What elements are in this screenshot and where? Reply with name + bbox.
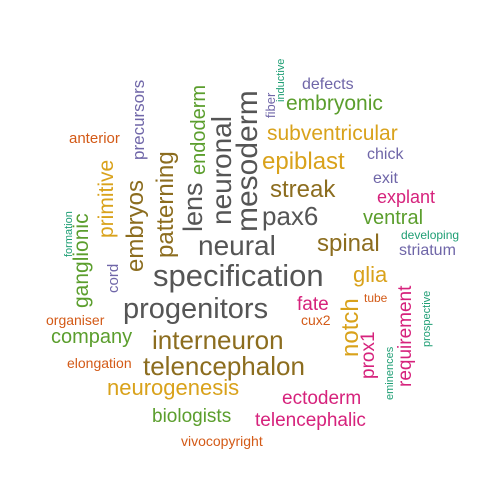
- word-exit: exit: [373, 170, 398, 187]
- word-vivocopyright: vivocopyright: [181, 433, 263, 449]
- word-fate: fate: [297, 294, 329, 315]
- word-glia: glia: [353, 262, 388, 287]
- word-biologists: biologists: [152, 406, 232, 427]
- word-streak: streak: [270, 176, 336, 203]
- word-formation: formation: [63, 211, 75, 257]
- word-explant: explant: [377, 187, 436, 207]
- word-prospective: prospective: [421, 290, 433, 347]
- word-requirement: requirement: [395, 285, 416, 387]
- word-epiblast: epiblast: [262, 148, 345, 175]
- word-defects: defects: [302, 76, 354, 93]
- word-chick: chick: [367, 146, 404, 163]
- word-primitive: primitive: [95, 159, 118, 238]
- word-precursors: precursors: [129, 79, 148, 160]
- word-specification: specification: [153, 258, 324, 293]
- word-embryos: embryos: [122, 179, 149, 272]
- word-ventral: ventral: [363, 207, 424, 229]
- word-spinal: spinal: [317, 230, 380, 257]
- word-company: company: [51, 326, 133, 348]
- word-cux2: cux2: [301, 312, 331, 328]
- word-interneuron: interneuron: [152, 325, 284, 355]
- word-telencephalon: telencephalon: [143, 351, 305, 381]
- word-inductive: inductive: [275, 58, 287, 102]
- word-patterning: patterning: [152, 151, 179, 258]
- word-endoderm: endoderm: [188, 84, 210, 175]
- word-lens: lens: [178, 182, 208, 232]
- word-tube: tube: [364, 291, 388, 305]
- word-eminences: eminences: [384, 346, 396, 400]
- word-neural: neural: [198, 230, 276, 261]
- word-subventricular: subventricular: [267, 122, 398, 145]
- word-cord: cord: [105, 263, 122, 293]
- word-organiser: organiser: [46, 312, 105, 328]
- word-ectoderm: ectoderm: [282, 388, 362, 409]
- word-pax6: pax6: [262, 201, 319, 231]
- word-telencephalic: telencephalic: [255, 410, 366, 431]
- word-neuronal: neuronal: [206, 116, 237, 225]
- word-developing: developing: [401, 228, 460, 242]
- word-prox1: prox1: [358, 331, 379, 379]
- word-striatum: striatum: [399, 242, 456, 259]
- word-embryonic: embryonic: [286, 92, 383, 115]
- word-elongation: elongation: [67, 355, 132, 371]
- word-neurogenesis: neurogenesis: [107, 375, 240, 400]
- word-mesoderm: mesoderm: [231, 90, 264, 232]
- word-progenitors: progenitors: [123, 293, 269, 325]
- word-anterior: anterior: [69, 130, 120, 147]
